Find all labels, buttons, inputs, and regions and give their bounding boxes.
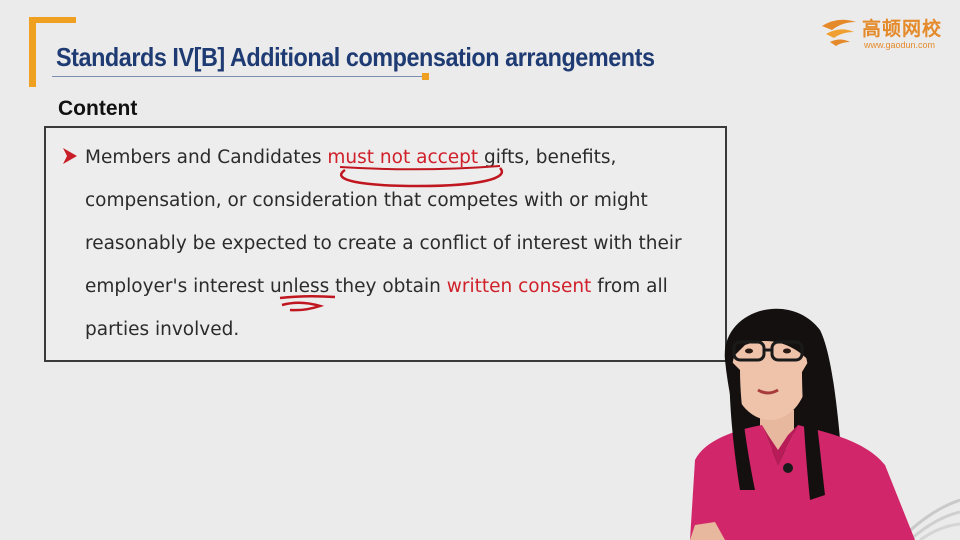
logo-bird-icon (822, 19, 856, 46)
bullet-text: Members and Candidates must not accept g… (85, 136, 721, 351)
title-bracket-horizontal (29, 17, 76, 23)
title-underline-dot (422, 73, 429, 80)
title-underline (52, 76, 424, 77)
text-segment: Members and Candidates (85, 147, 328, 168)
slide-title: Standards IV[B] Additional compensation … (56, 42, 655, 72)
content-box: Members and Candidates must not accept g… (44, 126, 727, 362)
highlight-written-consent: written consent (446, 276, 592, 297)
presenter-video-overlay (690, 308, 915, 540)
arrow-bullet-icon (63, 148, 77, 164)
emphasis-unless: unless (270, 276, 330, 297)
logo: 高顿网校 www.gaodun.com (818, 12, 948, 56)
highlight-must-not-accept: must not accept (327, 147, 479, 168)
text-segment: from all parties involved. (85, 276, 668, 340)
logo-url: www.gaodun.com (864, 40, 936, 50)
section-heading: Content (58, 97, 138, 120)
text-segment: gifts, benefits, compensation, or consid… (85, 147, 682, 297)
logo-name: 高顿网校 (862, 18, 943, 40)
text-segment: they obtain (329, 276, 447, 297)
title-bracket-vertical (29, 17, 36, 87)
